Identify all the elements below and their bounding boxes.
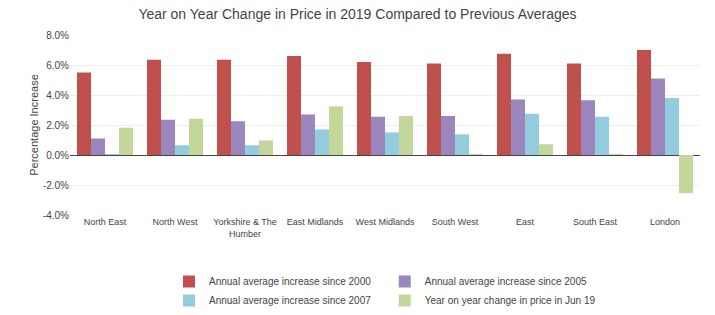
svg-text:4.0%: 4.0%: [46, 90, 69, 101]
svg-text:Yorkshire & TheHumber: Yorkshire & TheHumber: [213, 217, 277, 239]
svg-text:North East: North East: [84, 217, 127, 227]
svg-text:East Midlands: East Midlands: [287, 217, 344, 227]
svg-text:Annual average increase since: Annual average increase since 2007: [209, 295, 371, 306]
svg-text:Percentage Increase: Percentage Increase: [28, 74, 40, 176]
svg-text:South East: South East: [573, 217, 618, 227]
svg-text:Annual average increase since: Annual average increase since 2000: [209, 276, 371, 287]
svg-text:East: East: [516, 217, 535, 227]
svg-text:8.0%: 8.0%: [46, 30, 69, 41]
svg-text:Year on year change in price i: Year on year change in price in Jun 19: [425, 295, 596, 306]
svg-text:London: London: [650, 217, 680, 227]
svg-text:2.0%: 2.0%: [46, 120, 69, 131]
svg-text:West Midlands: West Midlands: [356, 217, 415, 227]
svg-text:6.0%: 6.0%: [46, 60, 69, 71]
svg-text:North West: North West: [153, 217, 198, 227]
svg-text:Year on Year Change in Price i: Year on Year Change in Price in 2019 Com…: [138, 6, 576, 22]
svg-text:0.0%: 0.0%: [46, 150, 69, 161]
svg-text:Annual average increase since: Annual average increase since 2005: [425, 276, 587, 287]
svg-text:South West: South West: [432, 217, 479, 227]
svg-text:-2.0%: -2.0%: [43, 180, 69, 191]
svg-text:-4.0%: -4.0%: [43, 210, 69, 221]
